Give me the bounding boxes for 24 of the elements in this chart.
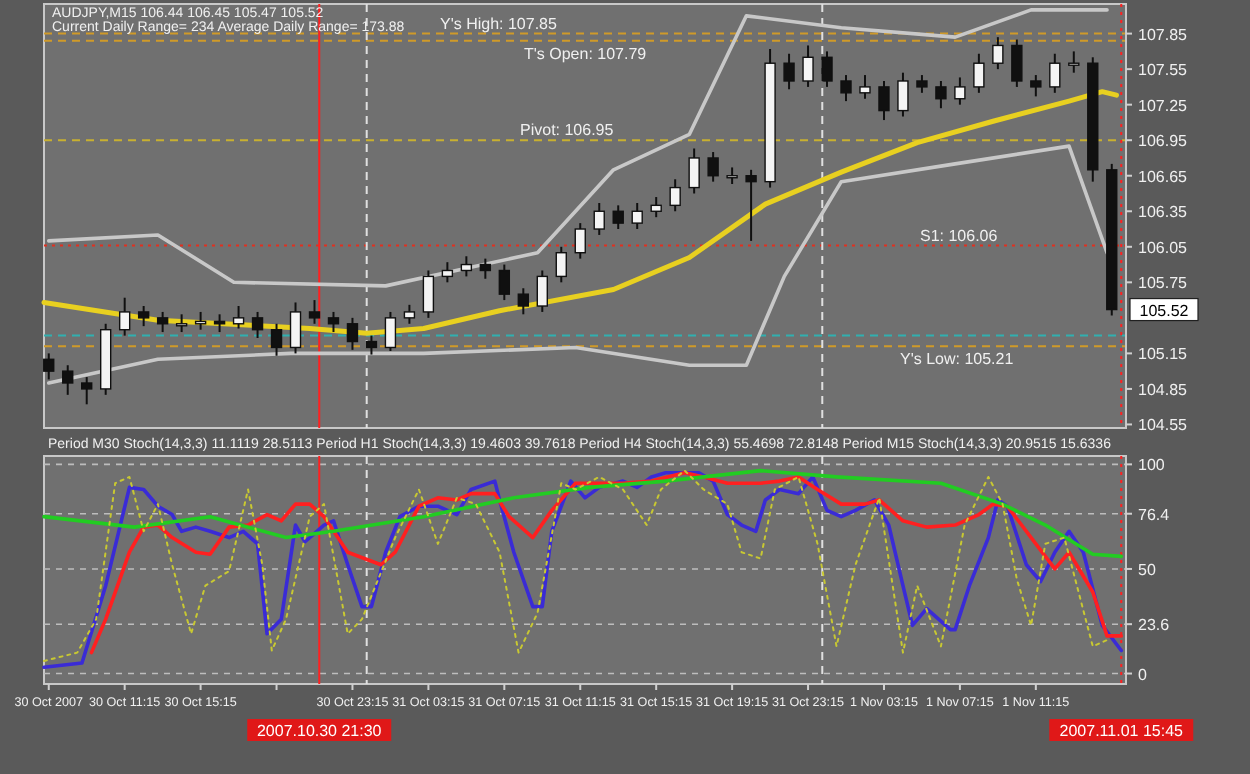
annotation: 105.52 <box>1139 301 1190 320</box>
text: 2007.10.30 21:30 <box>256 722 383 740</box>
y-tick-label: 0 <box>1138 665 1148 684</box>
ref-line-label: Y's Low: 105.21 <box>900 350 1015 369</box>
ref-line-label: S1: 106.06 <box>920 226 999 245</box>
text: 2007.11.01 15:45 <box>1059 722 1185 740</box>
y-tick-label: 107.25 <box>1138 96 1189 115</box>
y-tick-label: 23.6 <box>1138 616 1171 635</box>
y-tick-label: 106.05 <box>1138 238 1189 257</box>
y-tick-label: 106.35 <box>1138 203 1189 222</box>
ref-line-label: Pivot: 106.95 <box>520 121 615 140</box>
y-tick-label: 106.65 <box>1138 167 1189 186</box>
y-tick-label: 104.85 <box>1138 380 1189 399</box>
y-tick-label: 50 <box>1138 560 1157 579</box>
y-tick-label: 105.15 <box>1138 345 1189 364</box>
y-tick-label: 106.95 <box>1138 132 1189 151</box>
ref-line-label: Y's High: 107.85 <box>440 14 559 33</box>
y-tick-label: 100 <box>1138 456 1166 475</box>
y-tick-label: 107.85 <box>1138 25 1189 44</box>
y-tick-label: 107.55 <box>1138 61 1189 80</box>
y-tick-label: 76.4 <box>1138 505 1171 524</box>
ref-line-label: T's Open: 107.79 <box>524 44 648 63</box>
y-tick-label: 104.55 <box>1138 416 1189 435</box>
y-tick-label: 105.75 <box>1138 274 1189 293</box>
